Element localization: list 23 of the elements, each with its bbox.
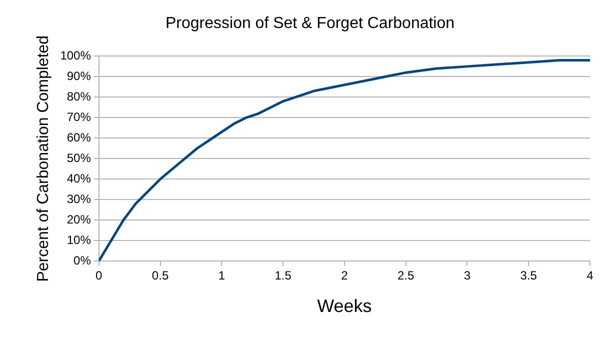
x-tick-label: 1.5	[274, 268, 292, 283]
y-tick-label: 30%	[66, 192, 92, 206]
y-tick-label: 50%	[66, 150, 92, 165]
y-tick-label: 60%	[66, 130, 92, 144]
y-axis-title: Percent of Carbonation Completed	[35, 35, 52, 282]
y-tick-label: 40%	[66, 171, 92, 186]
x-tick-label: 4	[586, 268, 594, 283]
x-tick-label: 3.5	[520, 268, 538, 283]
y-tick-label: 100%	[60, 48, 92, 63]
x-tick-label: 3	[464, 268, 471, 283]
x-tick-label: 1	[218, 268, 226, 283]
x-tick-label: 0	[96, 268, 103, 283]
x-tick-label: 2	[341, 268, 348, 283]
x-tick-label: 2.5	[397, 268, 414, 283]
x-tick-label: 0.5	[152, 268, 169, 283]
x-axis-title: Weeks	[317, 296, 372, 316]
y-tick-label: 0%	[74, 253, 92, 268]
chart-title: Progression of Set & Forget Carbonation	[165, 15, 455, 32]
y-tick-label: 70%	[66, 110, 92, 124]
y-tick-label: 80%	[66, 89, 92, 104]
y-tick-label: 10%	[66, 232, 92, 247]
y-tick-label: 20%	[66, 212, 92, 226]
y-tick-label: 90%	[66, 68, 92, 83]
